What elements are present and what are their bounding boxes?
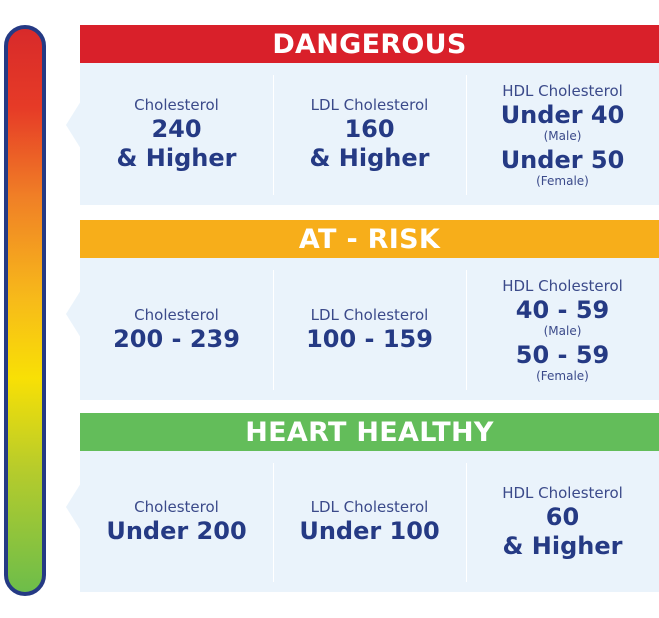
value: 40 - 59 — [515, 295, 610, 324]
section-dangerous: DANGEROUS Cholesterol 240 & Higher LDL C… — [66, 25, 659, 205]
column-label: LDL Cholesterol — [310, 96, 429, 114]
note: (Male) — [543, 128, 582, 143]
value: 60 — [545, 502, 580, 531]
hdl-column: HDL Cholesterol Under 40 (Male) Under 50… — [466, 63, 659, 205]
note: (Female) — [536, 173, 589, 188]
note: (Female) — [536, 368, 589, 383]
cholesterol-column: Cholesterol Under 200 — [80, 451, 273, 592]
hdl-column: HDL Cholesterol 40 - 59 (Male) 50 - 59 (… — [466, 258, 659, 400]
ldl-column: LDL Cholesterol 100 - 159 — [273, 258, 466, 400]
pointer-notch — [66, 290, 81, 338]
value: 240 — [151, 115, 202, 143]
column-label: Cholesterol — [134, 305, 219, 324]
value: Under 200 — [106, 517, 247, 545]
value: Under 100 — [299, 517, 440, 545]
value: 100 - 159 — [306, 324, 433, 353]
section-title: DANGEROUS — [80, 25, 659, 63]
note: (Male) — [543, 323, 582, 338]
values-panel: Cholesterol 240 & Higher LDL Cholesterol… — [80, 63, 659, 205]
ldl-column: LDL Cholesterol 160 & Higher — [273, 63, 466, 205]
cholesterol-column: Cholesterol 240 & Higher — [80, 63, 273, 205]
column-label: Cholesterol — [134, 96, 219, 114]
column-label: HDL Cholesterol — [502, 81, 623, 100]
section-heart-healthy: HEART HEALTHY Cholesterol Under 200 LDL … — [66, 413, 659, 593]
cholesterol-column: Cholesterol 200 - 239 — [80, 258, 273, 400]
hdl-column: HDL Cholesterol 60 & Higher — [466, 451, 659, 592]
risk-gradient-bar — [4, 25, 46, 596]
value: 200 - 239 — [113, 324, 240, 353]
value: Under 50 — [500, 145, 625, 174]
pointer-notch — [66, 101, 81, 149]
section-at-risk: AT - RISK Cholesterol 200 - 239 LDL Chol… — [66, 220, 659, 400]
value: & Higher — [309, 144, 430, 172]
column-label: HDL Cholesterol — [502, 276, 623, 295]
values-panel: Cholesterol 200 - 239 LDL Cholesterol 10… — [80, 258, 659, 400]
value: 160 — [344, 115, 395, 143]
value: & Higher — [502, 531, 623, 560]
ldl-column: LDL Cholesterol Under 100 — [273, 451, 466, 592]
values-panel: Cholesterol Under 200 LDL Cholesterol Un… — [80, 451, 659, 592]
value: Under 40 — [500, 100, 625, 129]
column-label: Cholesterol — [134, 498, 219, 516]
section-title: HEART HEALTHY — [80, 413, 659, 451]
column-label: HDL Cholesterol — [502, 483, 623, 502]
column-label: LDL Cholesterol — [310, 498, 429, 516]
column-label: LDL Cholesterol — [310, 305, 429, 324]
value: 50 - 59 — [515, 340, 610, 369]
section-title: AT - RISK — [80, 220, 659, 258]
pointer-notch — [66, 483, 81, 531]
value: & Higher — [116, 144, 237, 172]
